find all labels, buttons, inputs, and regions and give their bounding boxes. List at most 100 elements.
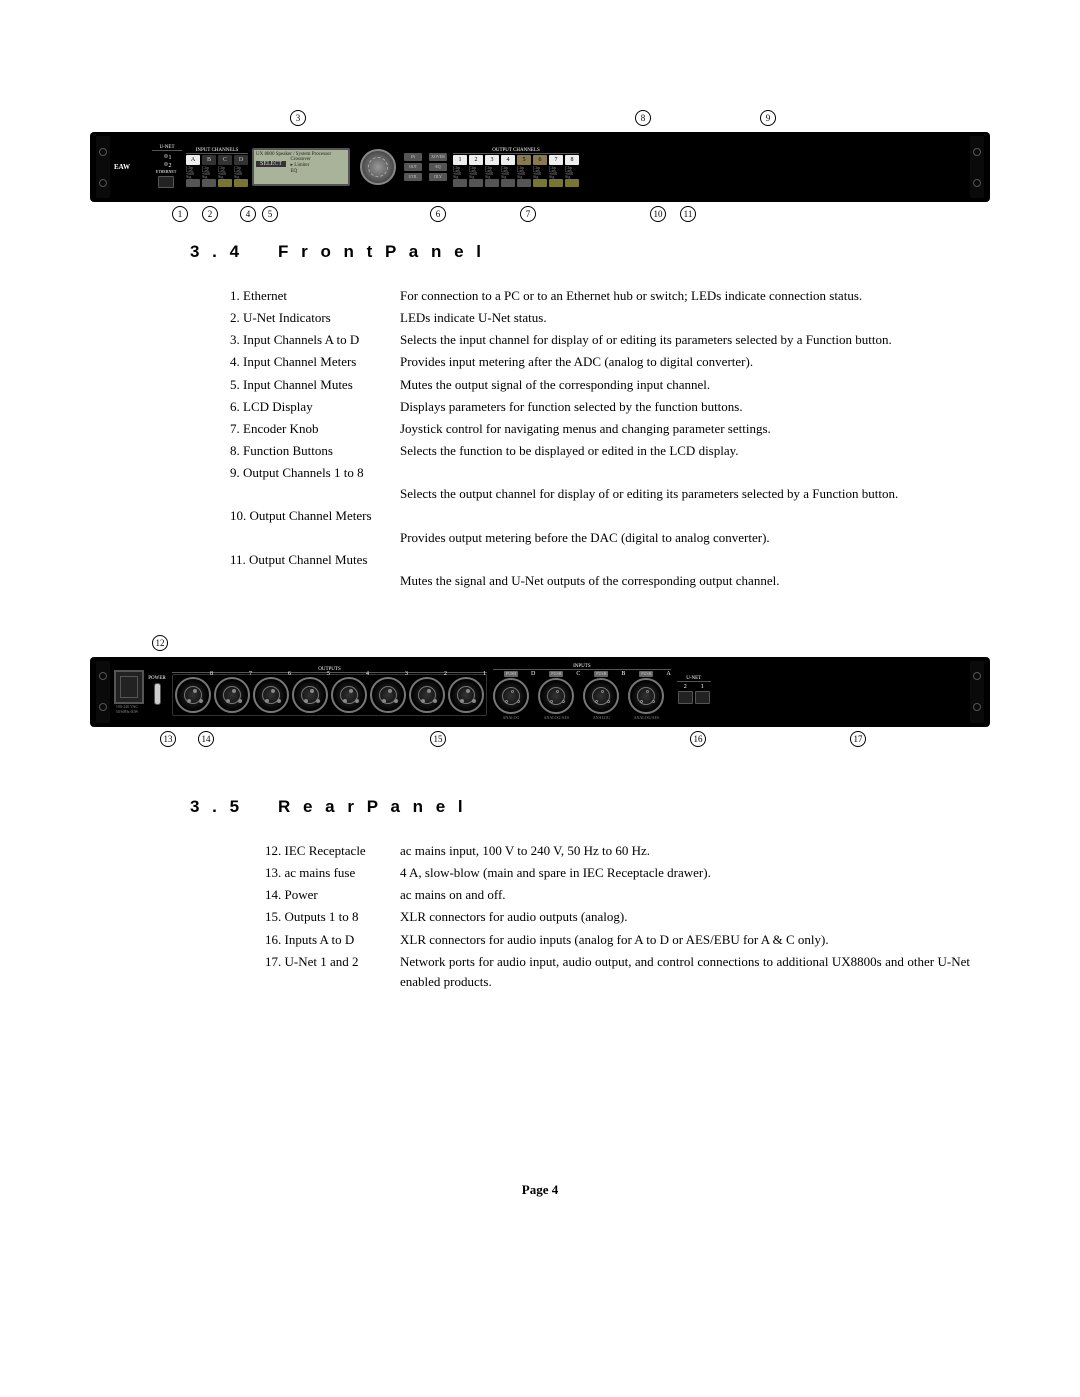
callout-4: 4 bbox=[240, 206, 256, 222]
def-row: 3. Input Channels A to DSelects the inpu… bbox=[230, 330, 970, 350]
output-ch-btn-4: 4 bbox=[501, 155, 515, 165]
output-ch-btn-1: 1 bbox=[453, 155, 467, 165]
lcd-display: UX 8800 Speaker / System Processor SELEC… bbox=[252, 148, 350, 186]
output-xlr-3: 3 bbox=[370, 677, 406, 713]
output-meter: ClipLim-6dBSig bbox=[549, 166, 563, 178]
def-row: 7. Encoder KnobJoystick control for navi… bbox=[230, 419, 970, 439]
output-meter: ClipLim-6dBSig bbox=[453, 166, 467, 178]
def-row: 15. Outputs 1 to 8XLR connectors for aud… bbox=[265, 907, 970, 927]
output-mute bbox=[517, 179, 531, 187]
def-row: 1. EthernetFor connection to a PC or to … bbox=[230, 286, 970, 306]
def-row: 12. IEC Receptacleac mains input, 100 V … bbox=[265, 841, 970, 861]
def-row: 10. Output Channel MetersProvides output… bbox=[230, 506, 970, 547]
output-mute bbox=[485, 179, 499, 187]
input-channels-section: INPUT CHANNELS ABCD ClipLim-6dBSigClipLi… bbox=[186, 148, 248, 187]
ethernet-port: ETHERNET bbox=[152, 169, 180, 188]
outputs-section: OUTPUTS 87654321 bbox=[172, 667, 487, 716]
input-xlr-C: PUSHANALOG/AES bbox=[538, 671, 574, 720]
def-row: 5. Input Channel MutesMutes the output s… bbox=[230, 375, 970, 395]
def-row: 2. U-Net IndicatorsLEDs indicate U-Net s… bbox=[230, 308, 970, 328]
input-meter: ClipLim-6dBSig bbox=[202, 166, 216, 178]
rack-ear-right bbox=[970, 136, 984, 198]
front-panel-diagram: 3 8 9 EAW U-NET 1 2 ETHERNET INPUT CHANNEL… bbox=[90, 110, 990, 228]
rack-ear-right-rear bbox=[970, 661, 984, 723]
output-mute bbox=[453, 179, 467, 187]
output-ch-btn-7: 7 bbox=[549, 155, 563, 165]
callout-10: 10 bbox=[650, 206, 666, 222]
fn-btn: IN bbox=[404, 153, 422, 161]
output-mute bbox=[501, 179, 515, 187]
callout-8: 8 bbox=[635, 110, 651, 126]
callout-9: 9 bbox=[760, 110, 776, 126]
output-channels-section: OUTPUT CHANNELS 12345678 ClipLim-6dBSigC… bbox=[453, 148, 579, 187]
callout-3: 3 bbox=[290, 110, 306, 126]
front-panel-definitions: 1. EthernetFor connection to a PC or to … bbox=[230, 286, 970, 591]
input-meter: ClipLim-6dBSig bbox=[186, 166, 200, 178]
def-row: 16. Inputs A to DXLR connectors for audi… bbox=[265, 930, 970, 950]
output-xlr-6: 6 bbox=[253, 677, 289, 713]
callout-11: 11 bbox=[680, 206, 696, 222]
callout-6: 6 bbox=[430, 206, 446, 222]
iec-label: 100-240 VAC 50/60Hz 60W bbox=[110, 704, 144, 714]
fn-btn: UTIL bbox=[404, 173, 422, 181]
input-ch-btn-B: B bbox=[202, 155, 216, 165]
function-buttons: IN OUT UTIL XOVER EQ DLY bbox=[402, 153, 449, 181]
output-xlr-2: 2 bbox=[409, 677, 445, 713]
callout-15: 15 bbox=[430, 731, 446, 747]
callout-13: 13 bbox=[160, 731, 176, 747]
output-mute bbox=[549, 179, 563, 187]
output-mute bbox=[565, 179, 579, 187]
input-xlr-A: PUSHANALOG/AES bbox=[628, 671, 664, 720]
callout-12: 12 bbox=[152, 635, 168, 651]
front-section-title: 3 . 4 F r o n t P a n e l bbox=[190, 242, 1010, 262]
fn-btn: XOVER bbox=[429, 153, 447, 161]
input-mute bbox=[186, 179, 200, 187]
brand-logo: EAW bbox=[114, 163, 148, 171]
output-meter: ClipLim-6dBSig bbox=[533, 166, 547, 178]
fn-btn: DLY bbox=[429, 173, 447, 181]
unet-port-2: 2 bbox=[677, 684, 694, 707]
def-row: 8. Function ButtonsSelects the function … bbox=[230, 441, 970, 461]
fn-btn: EQ bbox=[429, 163, 447, 171]
def-row: 13. ac mains fuse4 A, slow-blow (main an… bbox=[265, 863, 970, 883]
def-row: 9. Output Channels 1 to 8Selects the out… bbox=[230, 463, 970, 504]
rear-panel: 100-240 VAC 50/60Hz 60W POWER OUTPUTS 87… bbox=[90, 657, 990, 727]
input-ch-btn-D: D bbox=[234, 155, 248, 165]
output-meter: ClipLim-6dBSig bbox=[517, 166, 531, 178]
output-ch-btn-2: 2 bbox=[469, 155, 483, 165]
unet-indicators: U-NET 1 2 bbox=[152, 145, 182, 169]
input-mute bbox=[202, 179, 216, 187]
input-ch-btn-C: C bbox=[218, 155, 232, 165]
output-meter: ClipLim-6dBSig bbox=[485, 166, 499, 178]
output-ch-btn-5: 5 bbox=[517, 155, 531, 165]
output-mute bbox=[533, 179, 547, 187]
output-ch-btn-8: 8 bbox=[565, 155, 579, 165]
front-panel: EAW U-NET 1 2 ETHERNET INPUT CHANNELS AB… bbox=[90, 132, 990, 202]
rack-ear-left bbox=[96, 136, 110, 198]
fn-btn: OUT bbox=[404, 163, 422, 171]
def-row: 14. Powerac mains on and off. bbox=[265, 885, 970, 905]
input-ch-btn-A: A bbox=[186, 155, 200, 165]
callout-17: 17 bbox=[850, 731, 866, 747]
output-xlr-4: 4 bbox=[331, 677, 367, 713]
output-xlr-5: 5 bbox=[292, 677, 328, 713]
output-xlr-1: 1 bbox=[448, 677, 484, 713]
callout-14: 14 bbox=[198, 731, 214, 747]
output-ch-btn-3: 3 bbox=[485, 155, 499, 165]
encoder-knob bbox=[360, 149, 396, 185]
callout-7: 7 bbox=[520, 206, 536, 222]
output-xlr-8: 8 bbox=[175, 677, 211, 713]
rear-panel-definitions: 12. IEC Receptacleac mains input, 100 V … bbox=[265, 841, 970, 992]
rear-panel-diagram: 12 100-240 VAC 50/60Hz 60W POWER OUTPUTS… bbox=[90, 635, 990, 753]
def-row: 6. LCD DisplayDisplays parameters for fu… bbox=[230, 397, 970, 417]
unet-port-1: 1 bbox=[694, 684, 711, 707]
output-meter: ClipLim-6dBSig bbox=[469, 166, 483, 178]
output-meter: ClipLim-6dBSig bbox=[565, 166, 579, 178]
page-number: Page 4 bbox=[70, 1182, 1010, 1198]
input-mute bbox=[234, 179, 248, 187]
def-row: 4. Input Channel MetersProvides input me… bbox=[230, 352, 970, 372]
inputs-section: INPUTS PUSHANALOGDPUSHANALOG/AESCPUSHANA… bbox=[493, 664, 671, 720]
def-row: 17. U-Net 1 and 2Network ports for audio… bbox=[265, 952, 970, 992]
callout-5: 5 bbox=[262, 206, 278, 222]
rear-section-title: 3 . 5 R e a r P a n e l bbox=[190, 797, 1010, 817]
